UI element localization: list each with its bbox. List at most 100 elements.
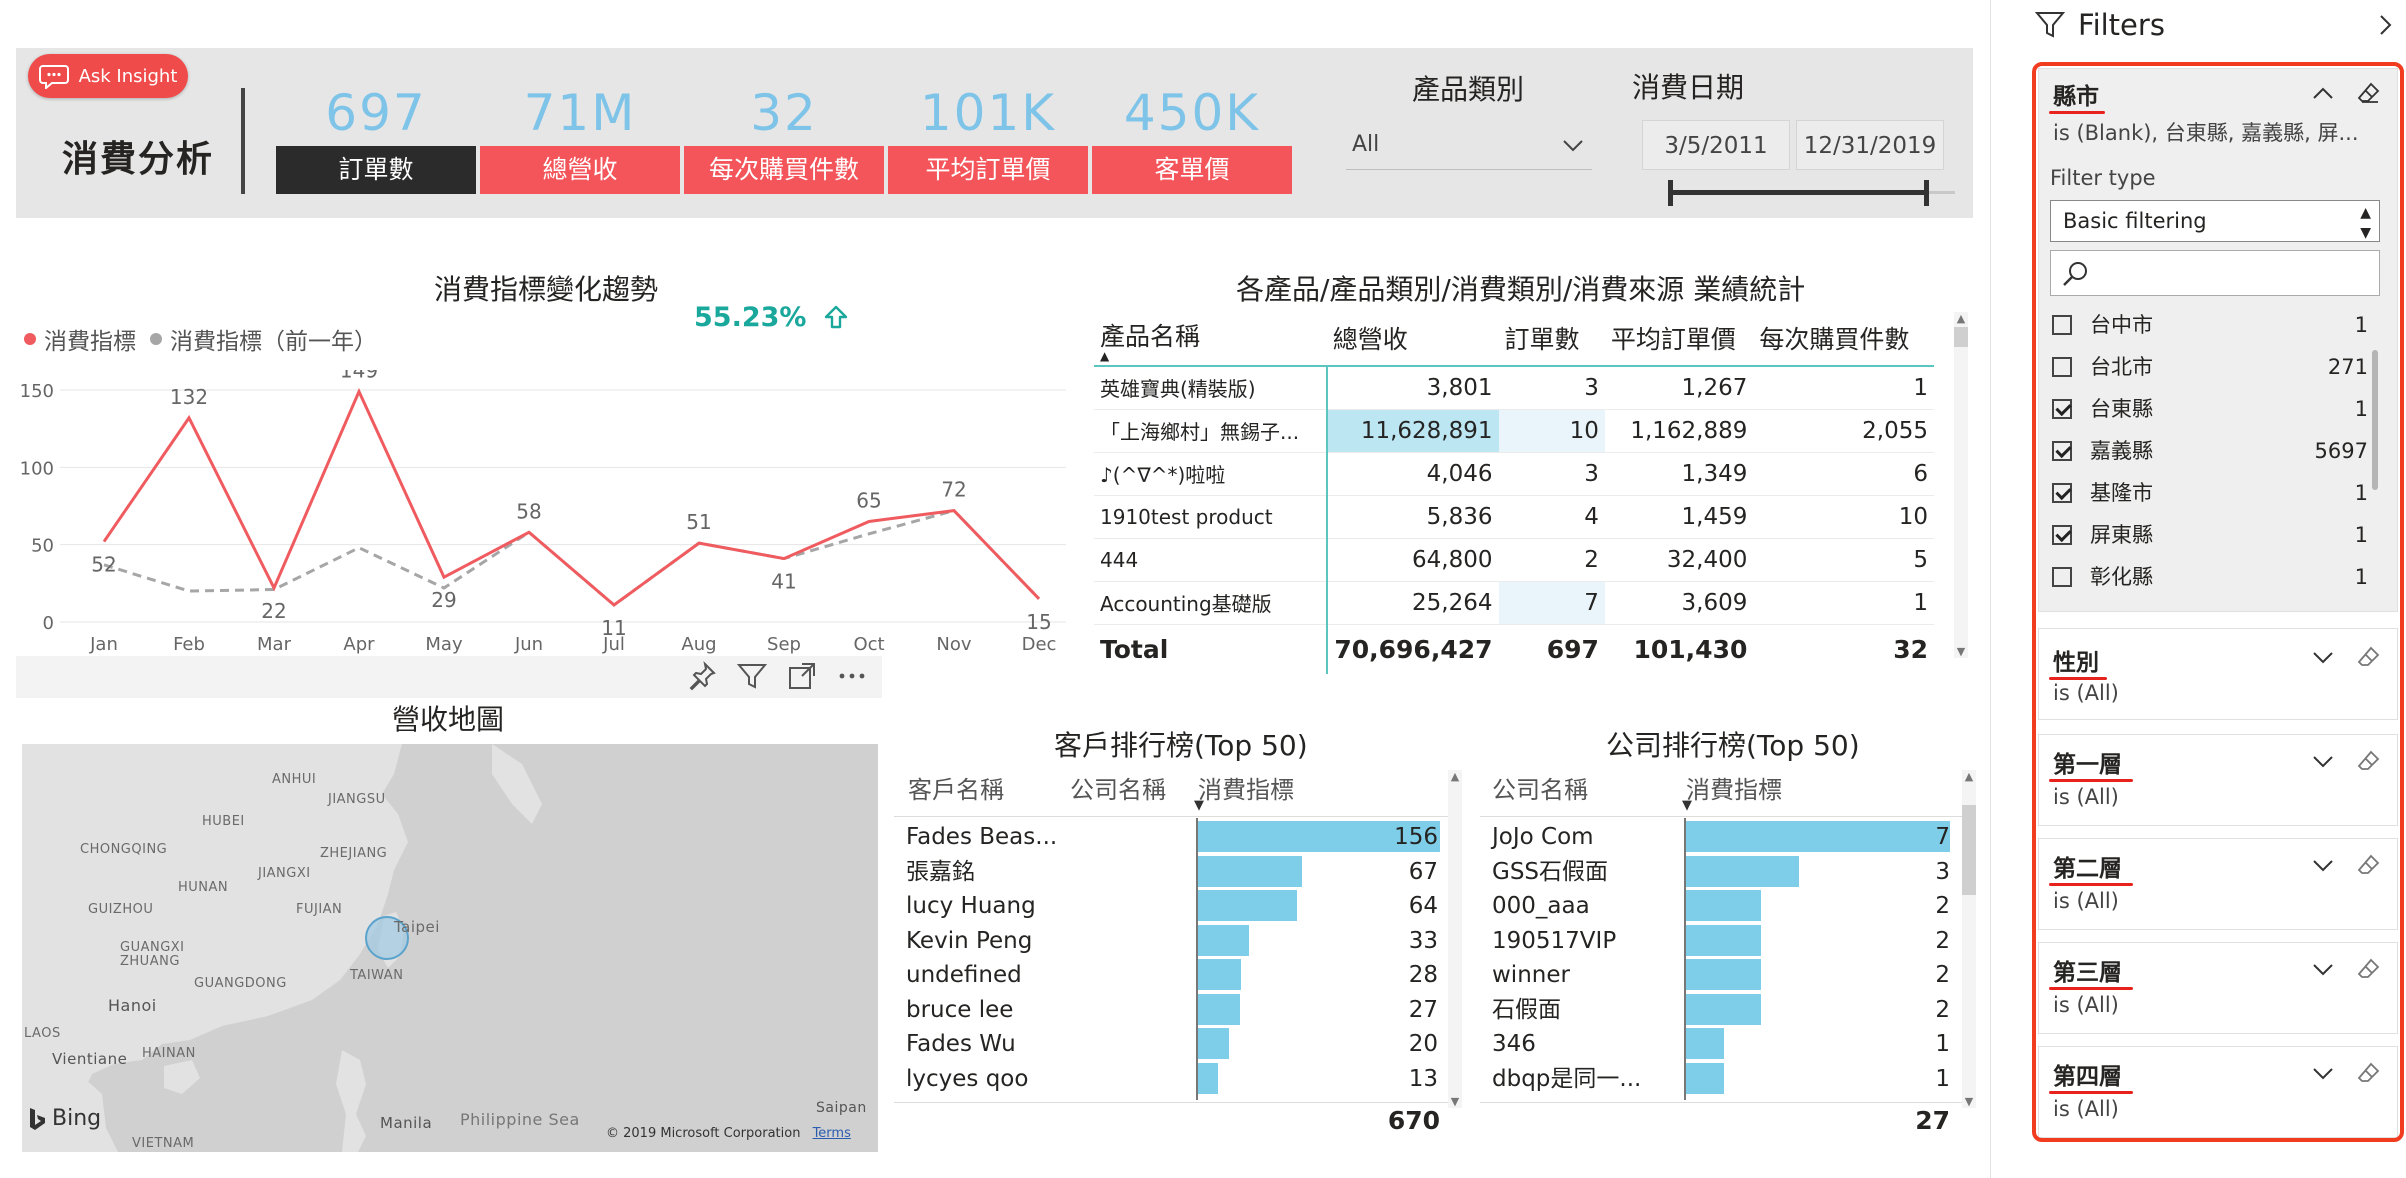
rank-bar[interactable]: [1686, 993, 1762, 1025]
rank-bar[interactable]: [1198, 855, 1302, 887]
chevron-right-icon[interactable]: [2374, 14, 2396, 36]
rank-bar[interactable]: [1686, 855, 1800, 887]
checkbox-checked[interactable]: [2052, 399, 2072, 419]
rank-name[interactable]: Fades Beas...: [906, 824, 1058, 850]
filter-card-level-4[interactable]: 第四層 is (All): [2038, 1046, 2398, 1138]
column-header-company[interactable]: 公司名稱: [1070, 776, 1166, 804]
eraser-icon[interactable]: [2357, 957, 2381, 981]
rank-bar[interactable]: [1198, 993, 1240, 1025]
ask-insight-button[interactable]: Ask Insight: [28, 54, 188, 98]
eraser-icon[interactable]: [2357, 853, 2381, 877]
table-row[interactable]: 1910test product 5,836 4 1,459 10: [1094, 495, 1934, 539]
checkbox-unchecked[interactable]: [2052, 567, 2072, 587]
rank-bar[interactable]: [1686, 1062, 1724, 1094]
rank-bar[interactable]: [1198, 821, 1440, 852]
table-row[interactable]: 英雄寶典(精裝版) 3,801 3 1,267 1: [1094, 366, 1934, 410]
rank-name[interactable]: JoJo Com: [1492, 824, 1594, 850]
filter-list-scrollbar[interactable]: [2372, 350, 2378, 490]
rank-name[interactable]: lycyes qoo: [906, 1065, 1029, 1092]
chevron-down-icon[interactable]: [2311, 1061, 2335, 1085]
eraser-icon[interactable]: [2357, 81, 2381, 105]
filter-card-level-1[interactable]: 第一層 is (All): [2038, 734, 2398, 826]
rank-name[interactable]: 190517VIP: [1492, 927, 1617, 954]
chevron-down-icon[interactable]: [2311, 645, 2335, 669]
filter-option[interactable]: 彰化縣 1: [2052, 556, 2368, 598]
eraser-icon[interactable]: [2357, 645, 2381, 669]
column-header-avg-order[interactable]: 平均訂單價: [1604, 310, 1754, 367]
map-bubble[interactable]: [365, 916, 409, 960]
filter-icon[interactable]: [736, 660, 768, 692]
rank-bar[interactable]: [1686, 890, 1762, 921]
scroll-thumb[interactable]: [1962, 805, 1976, 895]
legend-item-current[interactable]: 消費指標: [44, 329, 136, 355]
table-row[interactable]: ♪(^∇^*)啦啦 4,046 3 1,349 6: [1094, 452, 1934, 496]
date-end-input[interactable]: 12/31/2019: [1796, 120, 1944, 170]
rank-name[interactable]: 張嘉銘: [906, 858, 975, 885]
rank-bar[interactable]: [1686, 959, 1762, 990]
filter-card-gender[interactable]: 性別 is (All): [2038, 628, 2398, 720]
checkbox-unchecked[interactable]: [2052, 315, 2072, 335]
table-row[interactable]: 444 64,800 2 32,400 5: [1094, 538, 1934, 582]
filter-option[interactable]: 屏東縣 1: [2052, 514, 2368, 556]
column-header-orders[interactable]: 訂單數: [1498, 310, 1605, 367]
rank-name[interactable]: GSS石假面: [1492, 858, 1609, 885]
table-row[interactable]: Accounting基礎版 25,264 7 3,609 1: [1094, 581, 1934, 625]
filter-card-level-3[interactable]: 第三層 is (All): [2038, 942, 2398, 1034]
rank-name[interactable]: 石假面: [1492, 996, 1561, 1023]
rank-name[interactable]: undefined: [906, 962, 1022, 988]
filter-option[interactable]: 台東縣 1: [2052, 388, 2368, 430]
eraser-icon[interactable]: [2357, 1061, 2381, 1085]
chevron-down-icon[interactable]: [2311, 957, 2335, 981]
column-header-customer[interactable]: 客戶名稱: [908, 776, 1004, 804]
pin-icon[interactable]: [686, 660, 718, 692]
customer-rank-scrollbar[interactable]: ▲ ▼: [1448, 770, 1462, 1108]
chevron-down-icon[interactable]: [2311, 749, 2335, 773]
filter-card-level-2[interactable]: 第二層 is (All): [2038, 838, 2398, 930]
rank-name[interactable]: dbqp是同一...: [1492, 1065, 1642, 1092]
rank-bar[interactable]: [1198, 959, 1242, 990]
column-header-product[interactable]: 產品名稱 ▲: [1094, 310, 1327, 367]
filter-option[interactable]: 嘉義縣 5697: [2052, 430, 2368, 472]
trend-line-chart[interactable]: 0 50 100 150 Jan Feb Mar Apr May Jun Jul Aug Sep Oct N…: [0, 370, 1080, 660]
rank-bar[interactable]: [1198, 924, 1250, 956]
rank-bar[interactable]: [1198, 1062, 1219, 1094]
filter-option[interactable]: 台中市 1: [2052, 304, 2368, 346]
chevron-up-icon[interactable]: [2311, 81, 2335, 105]
rank-name[interactable]: Kevin Peng: [906, 927, 1033, 954]
chevron-down-icon[interactable]: [2311, 853, 2335, 877]
checkbox-checked[interactable]: [2052, 441, 2072, 461]
column-header-company[interactable]: 公司名稱: [1492, 776, 1588, 804]
column-header-revenue[interactable]: 總營收: [1326, 310, 1499, 367]
filter-option[interactable]: 台北市 271: [2052, 346, 2368, 388]
scroll-thumb[interactable]: [1954, 327, 1968, 347]
rank-name[interactable]: 346: [1492, 1031, 1536, 1057]
focus-mode-icon[interactable]: [786, 660, 818, 692]
rank-bar[interactable]: [1686, 924, 1762, 956]
date-slider-end-handle[interactable]: [1924, 180, 1929, 206]
column-header-metric[interactable]: 消費指標: [1198, 776, 1294, 804]
rank-name[interactable]: 000_aaa: [1492, 893, 1590, 919]
revenue-map[interactable]: ANHUI JIANGSU HUBEI CHONGQING ZHEJIANG J…: [22, 744, 878, 1152]
date-slider-start-handle[interactable]: [1668, 180, 1673, 206]
filter-option[interactable]: 基隆市 1: [2052, 472, 2368, 514]
more-options-icon[interactable]: [836, 660, 868, 692]
filter-search-input[interactable]: [2050, 250, 2380, 296]
rank-name[interactable]: bruce lee: [906, 996, 1014, 1023]
eraser-icon[interactable]: [2357, 749, 2381, 773]
table-row[interactable]: 「上海鄉村」無錫子... 11,628,891 10 1,162,889 2,0…: [1094, 409, 1934, 453]
filter-type-select[interactable]: Basic filtering ▲ ▼: [2050, 200, 2380, 242]
legend-item-prior[interactable]: 消費指標（前一年）: [170, 329, 377, 355]
rank-bar[interactable]: [1198, 890, 1298, 921]
rank-name[interactable]: winner: [1492, 962, 1570, 988]
filter-card-title[interactable]: 縣市: [2053, 84, 2099, 110]
rank-bar[interactable]: [1686, 1028, 1724, 1059]
rank-bar[interactable]: [1198, 1028, 1230, 1059]
category-dropdown[interactable]: All: [1346, 120, 1592, 170]
rank-name[interactable]: Fades Wu: [906, 1031, 1016, 1057]
checkbox-checked[interactable]: [2052, 483, 2072, 503]
date-start-input[interactable]: 3/5/2011: [1642, 120, 1790, 170]
column-header-items-per-purchase[interactable]: 每次購買件數: [1753, 310, 1934, 367]
product-table-scrollbar[interactable]: ▲ ▼: [1954, 312, 1968, 658]
rank-name[interactable]: lucy Huang: [906, 893, 1036, 919]
rank-bar[interactable]: [1686, 821, 1950, 852]
